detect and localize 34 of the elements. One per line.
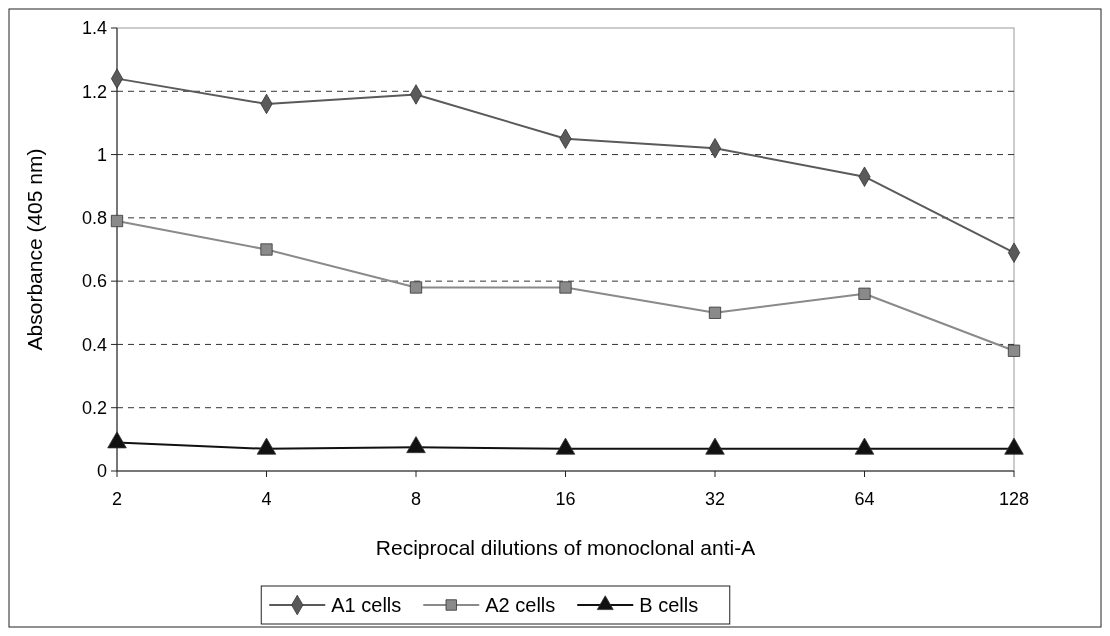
point bbox=[559, 281, 572, 294]
y-tick-label: 0.2 bbox=[81, 398, 107, 419]
x-tick-label: 8 bbox=[410, 489, 422, 509]
legend-label: B cells bbox=[639, 594, 699, 616]
y-tick-label: 1.2 bbox=[81, 81, 107, 102]
y-tick-label: 1.4 bbox=[81, 18, 107, 39]
x-tick-label: 16 bbox=[555, 489, 576, 509]
point bbox=[110, 214, 124, 228]
x-tick-label: 2 bbox=[111, 489, 123, 509]
point bbox=[256, 437, 277, 455]
point bbox=[708, 306, 722, 319]
y-tick-label: 0.6 bbox=[81, 271, 107, 292]
y-tick-label: 0.4 bbox=[81, 334, 107, 355]
point bbox=[858, 287, 871, 300]
point bbox=[555, 437, 576, 455]
x-tick-label: 64 bbox=[854, 489, 875, 509]
point bbox=[854, 437, 875, 455]
point bbox=[107, 431, 127, 449]
point bbox=[1007, 344, 1021, 357]
y-axis-title: Absorbance (405 nm) bbox=[23, 148, 46, 351]
y-tick-label: 1 bbox=[96, 144, 107, 165]
point bbox=[1004, 437, 1024, 455]
x-tick-label: 32 bbox=[704, 489, 726, 509]
y-tick-label: 0.8 bbox=[81, 208, 107, 229]
legend-label: A1 cells bbox=[331, 594, 402, 616]
point bbox=[705, 437, 725, 455]
point bbox=[409, 281, 423, 294]
y-tick-label: 0 bbox=[96, 461, 107, 482]
point bbox=[406, 436, 426, 454]
x-tick-label: 128 bbox=[998, 489, 1030, 509]
point bbox=[260, 243, 273, 256]
x-axis-title: Reciprocal dilutions of monoclonal anti-A bbox=[375, 536, 756, 559]
legend-label: A2 cells bbox=[485, 594, 556, 616]
x-tick-label: 4 bbox=[261, 489, 272, 509]
